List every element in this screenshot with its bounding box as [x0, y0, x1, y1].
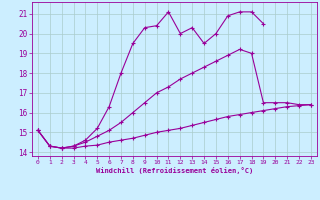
X-axis label: Windchill (Refroidissement éolien,°C): Windchill (Refroidissement éolien,°C) [96, 167, 253, 174]
